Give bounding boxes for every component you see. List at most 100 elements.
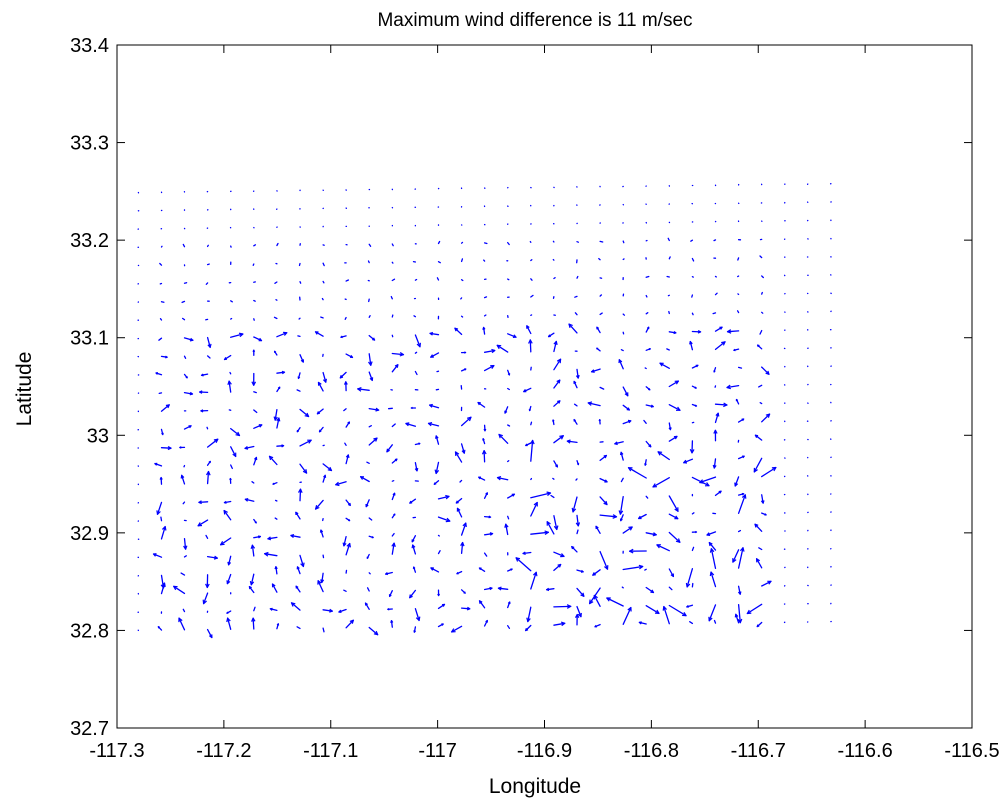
wind-vector-head (414, 467, 419, 472)
wind-vector-head (628, 526, 633, 531)
wind-vector (160, 245, 163, 248)
wind-vector-head (366, 556, 369, 559)
wind-vector (343, 589, 347, 592)
wind-vector-head (357, 387, 362, 392)
wind-vector (530, 501, 538, 517)
wind-vector-head (456, 507, 461, 512)
wind-vector-head (523, 389, 527, 393)
wind-vector-head (154, 462, 158, 466)
wind-vector-head (346, 543, 351, 548)
wind-vector-head (594, 624, 597, 628)
wind-vector-head (317, 381, 322, 386)
wind-vector (460, 607, 471, 610)
wind-vector-head (235, 431, 241, 437)
wind-vector (274, 409, 278, 421)
wind-vector-head (606, 597, 611, 602)
wind-vector-head (189, 391, 193, 396)
wind-vector (668, 604, 687, 617)
wind-vector (644, 568, 647, 571)
wind-vector-head (726, 384, 731, 390)
wind-vector-head (618, 510, 624, 515)
wind-vector (606, 597, 624, 607)
wind-vector (435, 435, 440, 445)
wind-vector (230, 317, 233, 320)
wind-vector (290, 534, 301, 538)
wind-vector-head (343, 381, 348, 385)
wind-vector-head (257, 535, 261, 539)
wind-vector (714, 403, 728, 406)
wind-vector-head (741, 418, 745, 422)
wind-vector (483, 532, 494, 536)
wind-vector-head (756, 624, 760, 628)
wind-vector-head (675, 538, 681, 543)
wind-vector (746, 603, 763, 615)
wind-vector-head (753, 467, 758, 473)
wind-vector (429, 332, 440, 336)
wind-vector (483, 449, 486, 463)
wind-vector (268, 455, 278, 466)
wind-vector (345, 454, 349, 465)
wind-vector (206, 438, 219, 448)
wind-vector (409, 589, 417, 599)
wind-vector-head (497, 476, 502, 481)
wind-vector-head (528, 339, 533, 344)
wind-vector (553, 435, 564, 444)
wind-vector (252, 263, 255, 266)
wind-vector-head (488, 515, 491, 519)
wind-vector (737, 529, 742, 533)
wind-vector-head (715, 412, 720, 417)
wind-vector-head (627, 607, 632, 612)
wind-vector-head (734, 613, 739, 618)
wind-vector (622, 606, 632, 625)
wind-vector-head (290, 602, 296, 607)
wind-vector-head (300, 359, 304, 363)
wind-vector (206, 336, 211, 349)
wind-vector-head (388, 594, 392, 597)
wind-vector-head (482, 327, 486, 330)
wind-vector (251, 481, 255, 484)
wind-vector (599, 496, 608, 506)
wind-vector (228, 380, 232, 393)
x-tick-label: -116.7 (731, 740, 786, 762)
wind-vector (637, 513, 647, 520)
wind-vector-head (546, 587, 550, 592)
wind-vector (758, 384, 763, 388)
wind-vector-head (624, 392, 629, 397)
wind-vector-head (553, 341, 558, 346)
wind-vector (435, 461, 440, 475)
wind-vector (368, 298, 370, 303)
wind-vector-head (159, 477, 163, 480)
wind-vector-head (319, 529, 324, 533)
wind-vector-head (392, 492, 396, 496)
wind-vector (576, 529, 579, 535)
wind-vector-head (765, 370, 770, 375)
x-tick-label: -116.6 (838, 740, 893, 762)
wind-vector (753, 457, 763, 473)
wind-vector (368, 353, 372, 366)
wind-vector (183, 282, 188, 284)
wind-vector (576, 605, 582, 618)
wind-vector (181, 317, 186, 321)
y-axis-ticks: 32.7 32.8 32.9 33 33.1 33.2 33.3 33.4 (70, 35, 972, 740)
wind-vector-head (238, 332, 244, 338)
wind-vector (159, 318, 163, 321)
wind-vector-head (364, 602, 369, 606)
wind-vector-head (434, 469, 440, 474)
wind-vector-head (566, 439, 571, 444)
wind-vector (274, 517, 278, 520)
wind-vector (726, 330, 740, 333)
wind-vector (712, 312, 717, 315)
wind-vector (160, 301, 165, 303)
wind-vector (599, 312, 603, 316)
wind-vector-head (429, 403, 433, 408)
wind-vector-head (295, 585, 299, 589)
wind-vector (622, 565, 644, 571)
wind-vector (159, 262, 163, 266)
wind-vector (576, 241, 580, 243)
wind-vector (391, 278, 396, 282)
wind-vector (436, 277, 440, 281)
wind-vector-head (676, 406, 681, 411)
wind-vector (290, 602, 301, 611)
wind-vector (460, 315, 464, 318)
wind-vector (498, 433, 509, 444)
